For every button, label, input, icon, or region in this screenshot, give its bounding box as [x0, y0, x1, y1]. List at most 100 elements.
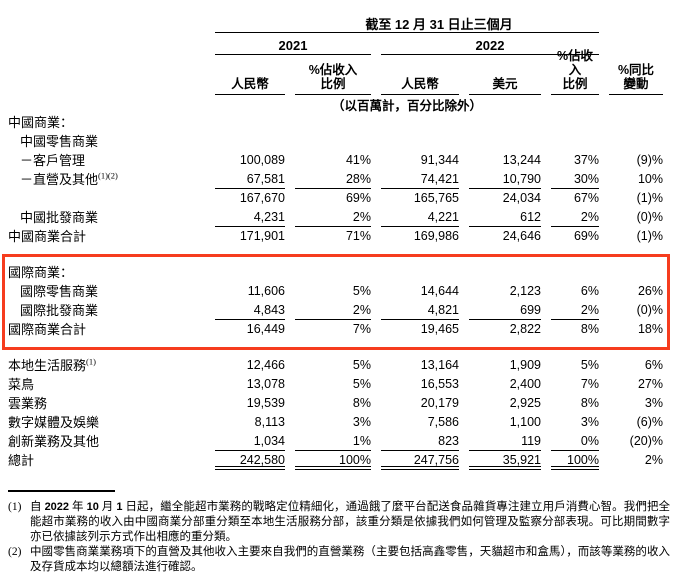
- cell-value: 3%: [580, 415, 599, 429]
- cell-value: [551, 263, 599, 282]
- cell-value: 6%: [580, 284, 599, 298]
- cell-value: 10%: [637, 172, 663, 186]
- cell-value: 100,089: [239, 153, 285, 167]
- cell-value: 100%: [295, 451, 371, 470]
- cell-value: [609, 132, 663, 151]
- table-header-years: 2021 2022: [8, 33, 663, 55]
- cell-value: 1,100: [509, 415, 541, 429]
- cell-value: 6%: [644, 358, 663, 372]
- cell-value: 67,581: [215, 170, 285, 189]
- cell-value: 2%: [295, 208, 371, 227]
- cell-value: (6)%: [636, 415, 663, 429]
- cell-value: 612: [469, 208, 541, 227]
- cell-value: [295, 132, 371, 151]
- column-header-usd-2022: 美元: [469, 55, 541, 95]
- cell-value: 4,221: [381, 208, 459, 227]
- section-gap: [8, 246, 663, 263]
- cell-value: 71%: [345, 229, 371, 243]
- cell-value: 2%: [551, 301, 599, 320]
- cell-value: [215, 113, 285, 132]
- table-header-columns: 人民幣 %佔收入 比例 人民幣 美元 %佔收入 比例 %同比 變動: [8, 49, 663, 95]
- cell-value: 41%: [345, 153, 371, 167]
- cell-value: [469, 132, 541, 151]
- footnote-item: (2) 中國零售商業業務項下的直營及其他收入主要來自我們的直營業務（主要包括高鑫零…: [8, 545, 670, 575]
- cell-value: 12,466: [246, 358, 285, 372]
- cell-value: 4,231: [215, 208, 285, 227]
- cell-value: 27%: [637, 377, 663, 391]
- row-label: 數字媒體及娛樂: [8, 415, 100, 430]
- column-header-rmb-2022: 人民幣: [381, 55, 459, 95]
- footnote-ref: (1)(2): [98, 170, 118, 181]
- cell-value: 100%: [551, 451, 599, 470]
- footnote-marker: (2): [8, 546, 22, 558]
- table-header-units: （以百萬計，百分比除外）: [8, 95, 663, 113]
- table-body: 中國商業： 中國零售商業 －客戶管理 100,089 41% 91,344 13,244 37…: [8, 113, 663, 470]
- row-label: 國際商業：: [8, 265, 74, 280]
- row-label: －直營及其他(1)(2): [20, 170, 118, 187]
- cell-value: 20,179: [420, 396, 459, 410]
- cell-value: 167,670: [239, 191, 285, 205]
- row-label: －客戶管理: [20, 153, 86, 168]
- cell-value: 1,909: [509, 358, 541, 372]
- cell-value: 2,925: [509, 396, 541, 410]
- cell-value: 16,553: [420, 377, 459, 391]
- cell-value: [381, 113, 459, 132]
- cell-value: [295, 263, 371, 282]
- cell-value: [381, 263, 459, 282]
- cell-value: (0)%: [636, 210, 663, 224]
- cell-value: 18%: [637, 322, 663, 336]
- cell-value: 699: [469, 301, 541, 320]
- cell-value: 4,821: [381, 301, 459, 320]
- cell-value: (20)%: [629, 434, 663, 448]
- row-label: 中國商業合計: [8, 229, 87, 244]
- row-label: 中國商業：: [8, 115, 74, 130]
- cell-value: 3%: [352, 415, 371, 429]
- cell-value: 7%: [352, 322, 371, 336]
- cell-value: 14,644: [420, 284, 459, 298]
- row-label: 菜鳥: [8, 377, 35, 392]
- column-header-yoy: %同比 變動: [609, 55, 663, 95]
- cell-value: 7%: [580, 377, 599, 391]
- cell-value: 242,580: [215, 451, 285, 470]
- cell-value: 1,034: [215, 432, 285, 451]
- cell-value: 823: [381, 432, 459, 451]
- units-note: （以百萬計，百分比除外）: [331, 98, 482, 113]
- column-header-pct-2022: %佔收入 比例: [551, 49, 599, 95]
- cell-value: [295, 113, 371, 132]
- column-header-rmb-2021: 人民幣: [215, 55, 285, 95]
- cell-value: 171,901: [239, 229, 285, 243]
- cell-value: 5%: [580, 358, 599, 372]
- row-label: 總計: [8, 453, 35, 468]
- footnote-text: 中國零售商業業務項下的直營及其他收入主要來自我們的直營業務（主要包括高鑫零售，天…: [30, 546, 670, 573]
- cell-value: 2,123: [509, 284, 541, 298]
- cell-value: 13,244: [502, 153, 541, 167]
- cell-value: 69%: [345, 191, 371, 205]
- cell-value: 169,986: [413, 229, 459, 243]
- cell-value: 8%: [580, 322, 599, 336]
- cell-value: [469, 113, 541, 132]
- cell-value: [469, 263, 541, 282]
- cell-value: 13,164: [420, 358, 459, 372]
- row-label: 本地生活服務(1): [8, 356, 96, 373]
- cell-value: 5%: [352, 358, 371, 372]
- cell-value: 11,606: [247, 284, 285, 298]
- cell-value: 2%: [295, 301, 371, 320]
- cell-value: 2%: [551, 208, 599, 227]
- cell-value: [551, 132, 599, 151]
- cell-value: 119: [469, 432, 541, 451]
- cell-value: 35,921: [469, 451, 541, 470]
- cell-value: [551, 113, 599, 132]
- cell-value: 3%: [644, 396, 663, 410]
- cell-value: 0%: [551, 432, 599, 451]
- cell-value: 10,790: [469, 170, 541, 189]
- cell-value: 19,539: [246, 396, 285, 410]
- cell-value: 28%: [295, 170, 371, 189]
- cell-value: 2,822: [509, 322, 541, 336]
- cell-value: 8%: [580, 396, 599, 410]
- row-label: 國際商業合計: [8, 322, 87, 337]
- cell-value: 67%: [573, 191, 599, 205]
- row-label: 國際零售商業: [20, 284, 99, 299]
- cell-value: 13,078: [246, 377, 285, 391]
- footnote-item: (1) 自 2022 年 10 月 1 日起，繼全能超市業務的戰略定位精細化，通過…: [8, 500, 670, 545]
